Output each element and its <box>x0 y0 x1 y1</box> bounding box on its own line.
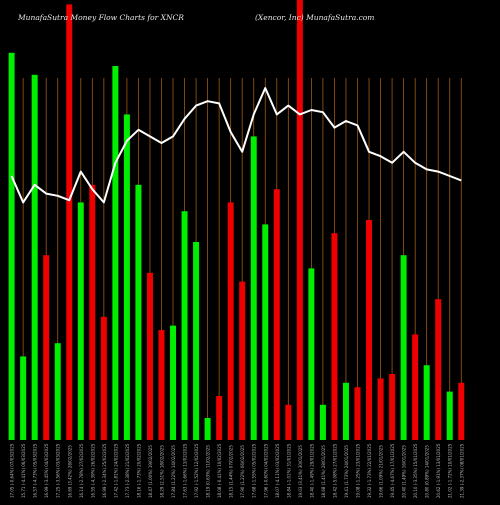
x-tick-label: 17.92 (-1.52%) 12/02/2025 <box>194 443 199 498</box>
x-tick-label: 19.66 (1.09%) 21/01/2025 <box>379 445 384 498</box>
bar-down <box>158 330 165 440</box>
bar-up <box>193 242 200 440</box>
bar-up <box>308 268 315 440</box>
bar-down <box>331 233 338 440</box>
x-tick-label: 21.02 (-1.72%) 10/01/2025 <box>448 443 453 498</box>
bar-up <box>446 391 453 440</box>
bar-down <box>354 387 361 440</box>
bar-down <box>412 334 419 440</box>
bar-up <box>319 404 326 440</box>
x-tick-label: 17.05 (-0.64%) 07/03/2025 <box>10 443 15 498</box>
bar-up <box>31 74 38 441</box>
x-tick-label: 18.42 (-5.08%) 27/01/2025 <box>332 443 337 498</box>
chart-source: (Xencor, Inc) MunafaSutra.com <box>255 13 375 22</box>
x-tick-label: 18.15 (1.44%) 07/02/2025 <box>229 445 234 498</box>
bar-up <box>77 202 84 440</box>
money-flow-line <box>10 87 462 204</box>
x-tick-label: 20.40 (1.49%) 16/01/2025 <box>402 445 407 498</box>
x-tick-label: 19.08 (-1.25%) 23/01/2025 <box>356 443 361 498</box>
bar-down <box>146 272 153 440</box>
bar-up <box>112 66 119 440</box>
bar-up <box>262 224 269 440</box>
x-tick-label: 20.62 (-1.91%) 13/01/2025 <box>436 443 441 498</box>
x-tick-label: 17.63 (-1.66%) 13/02/2025 <box>183 443 188 498</box>
bar-down <box>377 378 384 440</box>
bar-down <box>43 255 50 440</box>
bar-up <box>170 325 177 440</box>
x-tick-label: 18.40 (-1.49%) 29/01/2025 <box>309 443 314 498</box>
bar-down <box>435 299 442 440</box>
bar-up <box>8 52 15 441</box>
x-tick-label: 16.57 (-4.73%) 05/03/2025 <box>33 443 38 498</box>
x-tick-label: 17.73 (-2.38%) 21/02/2025 <box>125 443 130 498</box>
x-tick-label: 18.68 (1.41%) 28/01/2025 <box>321 445 326 498</box>
x-tick-label: 21.39 (-2.37%) 08/01/2025 <box>459 443 464 498</box>
bar-down <box>458 382 465 440</box>
x-tick-label: 17.42 (-1.81%) 24/02/2025 <box>113 443 118 498</box>
x-tick-label: 16.55 (-4.39%) 26/02/2025 <box>90 443 95 498</box>
x-tick-label: 16.69 (3.42%) 28/02/2025 <box>67 445 72 498</box>
x-tick-label: 19.45 (-4.67%) 17/01/2025 <box>390 443 395 498</box>
x-tick-label: 17.84 (1.22%) 14/02/2025 <box>171 445 176 498</box>
x-tick-label: 17.96 (-0.60%) 04/02/2025 <box>263 443 268 498</box>
bar-up <box>181 211 188 440</box>
bar-down <box>389 374 396 440</box>
x-tick-label: 18.08 (-0.41%) 10/02/2025 <box>217 443 222 498</box>
bar-down <box>89 184 96 440</box>
chart-title: MunafaSutra Money Flow Charts for XNCR <box>18 13 184 22</box>
bar-up <box>135 184 142 440</box>
bar-down <box>239 281 246 440</box>
x-tick-label: 17.90 (1.22%) 06/02/2025 <box>240 445 245 498</box>
bar-up <box>423 365 430 440</box>
x-tick-label: 18.47 (1.00%) 19/02/2025 <box>148 445 153 498</box>
bar-up <box>400 255 407 440</box>
bar-down <box>285 404 292 440</box>
x-tick-label: 16.99 (-2.34%) 25/02/2025 <box>102 443 107 498</box>
x-tick-label: 18.84 (-1.01%) 31/01/2025 <box>286 443 291 498</box>
x-tick-label: 15.71 (-4.41%) 06/03/2025 <box>21 443 26 498</box>
bar-down <box>100 316 107 440</box>
x-tick-label: 16.99 (-3.45%) 04/03/2025 <box>44 443 49 498</box>
bar-down <box>296 0 303 440</box>
x-tick-label: 17.68 (-1.55%) 05/02/2025 <box>252 443 257 498</box>
x-tick-label: 16.14 (-2.78%) 27/02/2025 <box>79 443 84 498</box>
bar-down <box>366 220 373 440</box>
bar-up <box>250 136 257 440</box>
bar-up <box>54 343 61 440</box>
x-tick-label: 20.10 (-3.35%) 15/01/2025 <box>413 443 418 498</box>
bar-down <box>273 189 280 440</box>
x-tick-label: 17.25 (-3.56%) 03/03/2025 <box>56 443 61 498</box>
bar-down <box>66 4 73 441</box>
x-tick-label: 18.19 (0.63%) 11/02/2025 <box>206 445 211 498</box>
bar-up <box>123 114 130 441</box>
bar-up <box>342 382 349 440</box>
x-tick-label: 19.03 (3.41%) 30/01/2025 <box>298 445 303 498</box>
bar-down <box>216 396 223 440</box>
bar-up <box>204 418 211 440</box>
x-tick-label: 18.29 (2.51%) 18/02/2025 <box>159 445 164 498</box>
x-tick-label: 18.16 (-1.73%) 20/02/2025 <box>136 443 141 498</box>
bar-down <box>227 202 234 440</box>
x-tick-label: 18.07 (-4.11%) 03/02/2025 <box>275 443 280 498</box>
x-tick-label: 19.41 (1.73%) 24/01/2025 <box>344 445 349 498</box>
x-tick-label: 20.80 (0.89%) 14/01/2025 <box>425 445 430 498</box>
bar-up <box>20 356 27 440</box>
x-tick-label: 19.32 (-1.73%) 22/01/2025 <box>367 443 372 498</box>
